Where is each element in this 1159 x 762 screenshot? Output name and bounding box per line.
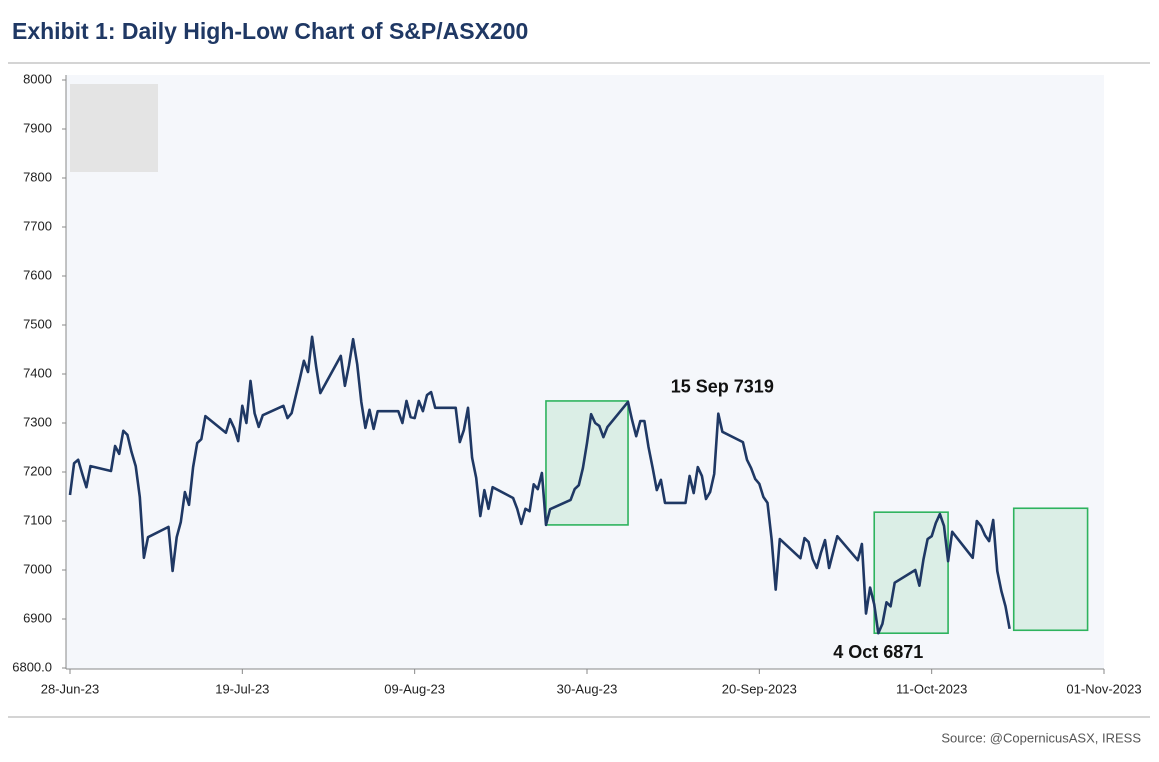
x-tick-label: 20-Sep-2023 (722, 681, 797, 696)
y-tick-label: 6800.0 (12, 659, 52, 674)
chart-title: Exhibit 1: Daily High-Low Chart of S&P/A… (12, 18, 528, 44)
y-tick-label: 7900 (23, 120, 52, 135)
x-tick-label: 19-Jul-23 (215, 681, 269, 696)
y-tick-label: 6900 (23, 610, 52, 625)
y-tick-label: 7100 (23, 512, 52, 527)
y-tick-label: 8000 (23, 71, 52, 86)
x-tick-label: 30-Aug-23 (557, 681, 618, 696)
y-tick-label: 7300 (23, 414, 52, 429)
price-line (68, 335, 1011, 635)
highlight-box (1012, 507, 1089, 632)
source: Source: @CopernicusASX, IRESS (941, 730, 1141, 745)
x-tick-label: 28-Jun-23 (41, 681, 100, 696)
y-tick-label: 7200 (23, 463, 52, 478)
y-tick-label: 7600 (23, 267, 52, 282)
x-tick-label: 01-Nov-2023 (1066, 681, 1141, 696)
watermark (70, 84, 158, 172)
y-tick-label: 7800 (23, 169, 52, 184)
y-tick-label: 7500 (23, 316, 52, 331)
y-tick-label: 7700 (23, 218, 52, 233)
plot-area (66, 75, 1104, 669)
highlight-box (545, 400, 629, 526)
annotation: 4 Oct 6871 (833, 642, 923, 662)
y-tick-label: 7000 (23, 561, 52, 576)
x-tick-label: 11-Oct-2023 (896, 681, 967, 696)
x-tick-label: 09-Aug-23 (384, 681, 445, 696)
y-tick-label: 7400 (23, 365, 52, 380)
annotation: 15 Sep 7319 (671, 376, 774, 396)
